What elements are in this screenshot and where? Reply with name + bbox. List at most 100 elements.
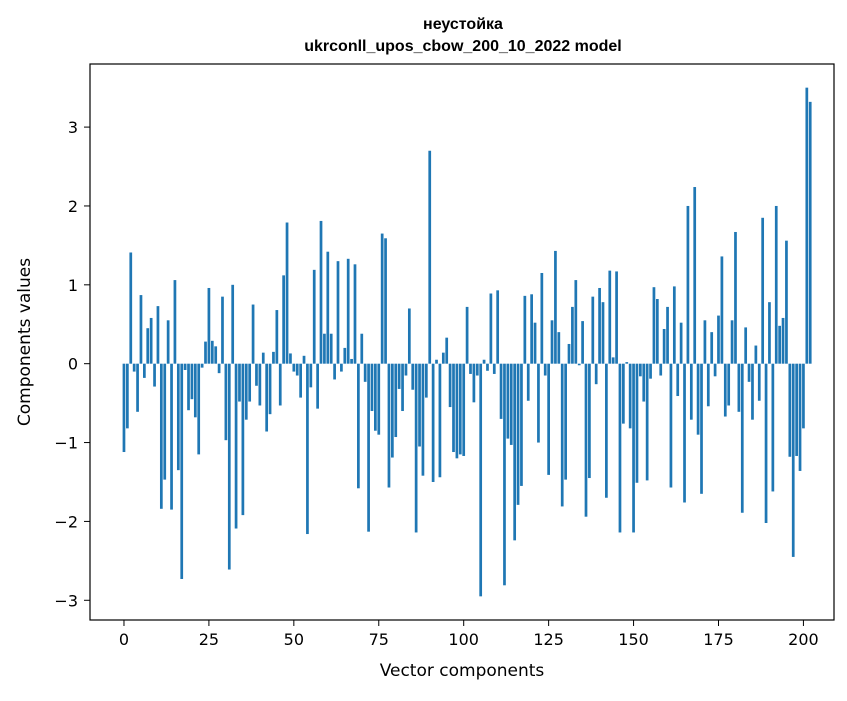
bar	[231, 284, 235, 364]
bar	[251, 304, 255, 364]
bar	[136, 363, 139, 412]
bar	[740, 363, 744, 513]
bar	[183, 363, 187, 370]
x-tick-label: 0	[119, 630, 129, 649]
bar	[333, 363, 336, 380]
bar	[404, 363, 408, 376]
bar	[605, 363, 608, 498]
bar	[458, 363, 462, 455]
bar	[411, 363, 415, 390]
bar	[312, 269, 316, 364]
bar	[686, 205, 690, 364]
bar	[149, 317, 153, 364]
bar	[713, 363, 717, 377]
bar	[588, 363, 591, 479]
chart-title-line-2: ukrconll_upos_cbow_200_10_2022 model	[304, 38, 621, 55]
bar	[217, 363, 221, 374]
bar	[469, 363, 472, 374]
bar	[805, 87, 809, 364]
bar	[506, 363, 510, 439]
bar	[190, 363, 194, 400]
bar	[703, 320, 707, 364]
bar	[489, 293, 493, 364]
bar	[768, 302, 771, 364]
bar	[615, 271, 618, 364]
bar	[543, 363, 547, 376]
bar	[479, 363, 483, 597]
x-tick-label: 175	[703, 630, 734, 649]
bar	[516, 363, 520, 505]
bar	[795, 363, 798, 456]
bar	[173, 280, 177, 364]
bar	[642, 363, 646, 402]
bar	[700, 363, 703, 494]
bar	[737, 363, 741, 412]
bar	[679, 322, 683, 364]
bar	[754, 345, 758, 364]
bar	[730, 320, 734, 364]
bar	[374, 363, 377, 431]
bar	[662, 328, 666, 364]
x-tick-label: 100	[448, 630, 479, 649]
bar	[343, 347, 347, 364]
bar	[323, 333, 326, 364]
bar	[428, 150, 432, 364]
bar	[391, 363, 394, 458]
bar	[798, 363, 802, 471]
bar	[455, 363, 459, 459]
bar	[377, 363, 381, 435]
bar	[778, 325, 781, 364]
bar	[632, 363, 635, 533]
bar	[285, 222, 289, 364]
bar	[564, 363, 567, 480]
bar	[747, 363, 751, 382]
bar	[639, 363, 642, 377]
bar	[788, 363, 792, 457]
bar	[744, 327, 748, 364]
bar	[156, 306, 160, 364]
bar	[676, 363, 680, 397]
bar	[808, 101, 812, 364]
bar	[126, 363, 129, 429]
bar	[265, 363, 269, 432]
y-axis-label: Components values	[15, 258, 35, 426]
bar	[462, 363, 466, 456]
bar	[302, 355, 306, 364]
bar	[520, 363, 523, 486]
bar	[289, 353, 292, 364]
bar	[448, 363, 452, 408]
x-tick-label: 25	[199, 630, 219, 649]
bar	[278, 363, 282, 406]
bar	[669, 363, 673, 488]
bar	[581, 321, 584, 364]
bar	[625, 362, 629, 364]
x-tick-label: 75	[369, 630, 389, 649]
y-tick-label: 0	[68, 355, 78, 374]
bar	[499, 363, 503, 419]
bar	[720, 256, 724, 364]
bar	[275, 310, 279, 364]
bar	[159, 363, 163, 509]
bar	[397, 363, 401, 389]
bar	[628, 363, 632, 429]
bar	[143, 363, 146, 378]
bar	[482, 359, 486, 364]
bar	[221, 296, 224, 364]
bar	[316, 363, 319, 409]
bar	[554, 250, 557, 364]
bar	[193, 363, 197, 418]
bar	[438, 363, 442, 478]
bar	[594, 363, 598, 385]
bar	[241, 363, 245, 516]
bar	[360, 333, 364, 364]
bar	[370, 363, 374, 412]
bar	[465, 306, 469, 364]
bar	[672, 286, 676, 364]
bar	[163, 363, 167, 480]
bar	[336, 261, 340, 364]
bar	[258, 363, 262, 406]
bar	[350, 358, 353, 364]
bar	[533, 322, 537, 364]
